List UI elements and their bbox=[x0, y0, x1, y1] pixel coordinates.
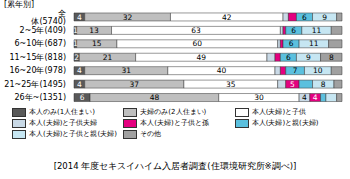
svg-text:31: 31 bbox=[121, 66, 131, 75]
svg-text:35: 35 bbox=[226, 80, 236, 89]
svg-text:8: 8 bbox=[329, 53, 334, 62]
svg-text:26年~(1351): 26年~(1351) bbox=[15, 93, 66, 102]
svg-text:4: 4 bbox=[77, 66, 82, 75]
svg-text:13: 13 bbox=[89, 26, 99, 35]
svg-text:4: 4 bbox=[77, 80, 82, 89]
svg-text:1: 1 bbox=[73, 39, 78, 48]
svg-text:11: 11 bbox=[312, 26, 322, 35]
svg-text:1: 1 bbox=[73, 26, 78, 35]
svg-text:21: 21 bbox=[103, 53, 113, 62]
svg-text:6: 6 bbox=[291, 26, 296, 35]
html-text:その他: その他 bbox=[140, 130, 162, 138]
svg-text:40: 40 bbox=[217, 66, 227, 75]
svg-text:42: 42 bbox=[222, 13, 232, 22]
svg-text:15: 15 bbox=[92, 39, 102, 48]
svg-text:49: 49 bbox=[197, 53, 207, 62]
svg-text:5: 5 bbox=[290, 80, 295, 89]
html-text:[累年別]: [累年別] bbox=[4, 0, 35, 9]
svg-text:9: 9 bbox=[322, 13, 327, 22]
svg-text:10: 10 bbox=[313, 66, 323, 75]
svg-text:6: 6 bbox=[289, 39, 294, 48]
html-text:本人(夫婦)と子供: 本人(夫婦)と子供 bbox=[251, 108, 307, 116]
svg-text:6: 6 bbox=[302, 13, 307, 22]
svg-text:16~20年(978): 16~20年(978) bbox=[9, 66, 66, 75]
svg-text:6: 6 bbox=[286, 53, 291, 62]
html-text:夫婦のみ(2人住まい): 夫婦のみ(2人住まい) bbox=[140, 108, 207, 116]
html-text:本人のみ(1人住まい): 本人のみ(1人住まい) bbox=[29, 108, 95, 116]
svg-text:11~15年(818): 11~15年(818) bbox=[9, 53, 66, 62]
svg-text:8: 8 bbox=[321, 80, 326, 89]
svg-text:9: 9 bbox=[306, 53, 311, 62]
svg-text:4: 4 bbox=[313, 93, 318, 102]
svg-text:全体(5740): 全体(5740) bbox=[31, 9, 66, 26]
svg-text:21~25年(1495): 21~25年(1495) bbox=[8, 80, 66, 89]
svg-text:4: 4 bbox=[77, 13, 82, 22]
svg-text:60: 60 bbox=[193, 39, 203, 48]
svg-text:2: 2 bbox=[74, 53, 79, 62]
html-text:本人(夫婦)と子供夫婦: 本人(夫婦)と子供夫婦 bbox=[29, 119, 98, 127]
svg-text:11: 11 bbox=[309, 39, 319, 48]
html-text:本人(夫婦)と親(夫婦): 本人(夫婦)と親(夫婦) bbox=[251, 119, 319, 127]
svg-text:2~5年(409): 2~5年(409) bbox=[20, 26, 66, 35]
svg-text:30: 30 bbox=[254, 93, 264, 102]
html-text:本人(夫婦)と子供と孫: 本人(夫婦)と子供と孫 bbox=[140, 119, 209, 127]
svg-text:48: 48 bbox=[150, 93, 160, 102]
svg-text:63: 63 bbox=[191, 26, 201, 35]
svg-text:4: 4 bbox=[302, 93, 307, 102]
svg-text:6~10年(687): 6~10年(687) bbox=[15, 39, 66, 48]
html-text:本人(夫婦)と子供と親(夫婦): 本人(夫婦)と子供と親(夫婦) bbox=[29, 130, 117, 138]
svg-text:7: 7 bbox=[293, 66, 298, 75]
html-text:[2014 年度セキスイハイム入居者調査(住環境研究所※調べ: [2014 年度セキスイハイム入居者調査(住環境研究所※調べ)] bbox=[53, 161, 297, 171]
svg-text:37: 37 bbox=[130, 80, 140, 89]
svg-text:6: 6 bbox=[80, 93, 85, 102]
svg-text:32: 32 bbox=[123, 13, 133, 22]
